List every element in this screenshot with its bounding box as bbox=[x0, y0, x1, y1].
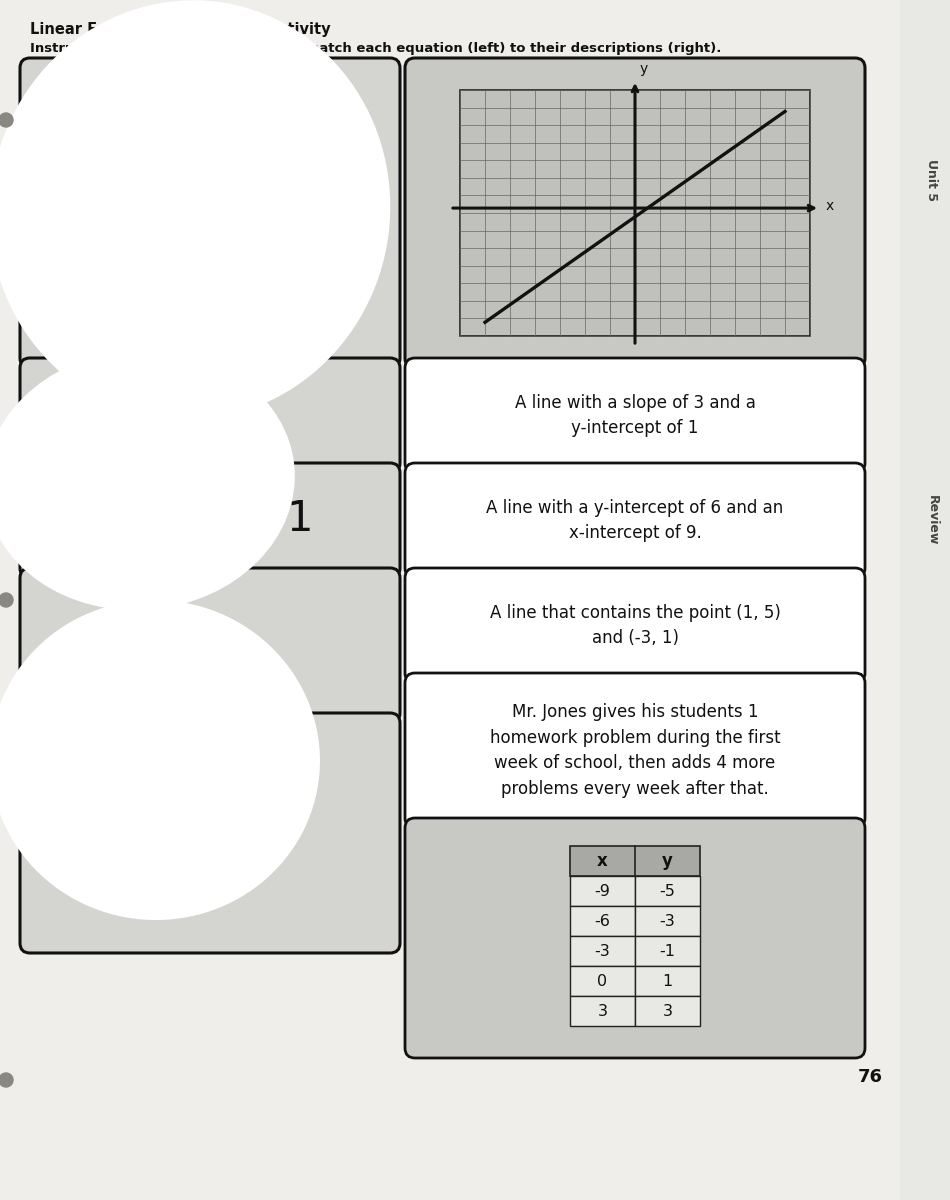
Text: -5: -5 bbox=[659, 883, 675, 899]
Text: Instructions: Cut out each card then match each equation (left) to their descrip: Instructions: Cut out each card then mat… bbox=[30, 42, 721, 55]
Bar bbox=[460, 90, 810, 336]
FancyBboxPatch shape bbox=[405, 673, 865, 828]
Text: -3: -3 bbox=[659, 913, 675, 929]
Bar bbox=[635, 966, 700, 996]
Circle shape bbox=[0, 1073, 13, 1087]
Text: $y = 4x + 1$: $y = 4x + 1$ bbox=[108, 498, 312, 542]
Bar bbox=[635, 996, 700, 1026]
FancyBboxPatch shape bbox=[405, 818, 865, 1058]
Text: 3: 3 bbox=[598, 1003, 607, 1019]
Ellipse shape bbox=[0, 0, 390, 420]
Text: -1: -1 bbox=[659, 943, 675, 959]
Bar bbox=[570, 906, 635, 936]
Text: 76: 76 bbox=[858, 1068, 883, 1086]
Text: Review: Review bbox=[925, 494, 939, 545]
Text: Linear Equations - Matching Activity: Linear Equations - Matching Activity bbox=[30, 22, 331, 37]
Bar bbox=[570, 936, 635, 966]
Text: x: x bbox=[598, 852, 608, 870]
FancyBboxPatch shape bbox=[405, 568, 865, 683]
Text: -3: -3 bbox=[595, 943, 610, 959]
Text: -9: -9 bbox=[595, 883, 611, 899]
Bar bbox=[570, 876, 635, 906]
FancyBboxPatch shape bbox=[20, 58, 400, 368]
FancyBboxPatch shape bbox=[20, 463, 400, 578]
Bar bbox=[570, 996, 635, 1026]
Text: Unit 5: Unit 5 bbox=[925, 158, 939, 200]
Text: y: y bbox=[662, 852, 673, 870]
Text: x: x bbox=[826, 199, 834, 214]
Ellipse shape bbox=[0, 349, 294, 611]
Bar bbox=[635, 876, 700, 906]
Ellipse shape bbox=[0, 600, 320, 920]
FancyBboxPatch shape bbox=[405, 58, 865, 368]
FancyBboxPatch shape bbox=[20, 568, 400, 722]
FancyBboxPatch shape bbox=[20, 713, 400, 953]
FancyBboxPatch shape bbox=[405, 463, 865, 578]
Bar bbox=[635, 906, 700, 936]
Circle shape bbox=[0, 113, 13, 127]
FancyBboxPatch shape bbox=[405, 358, 865, 473]
Bar bbox=[570, 846, 700, 876]
Bar bbox=[570, 966, 635, 996]
Text: A line with a y-intercept of 6 and an
x-intercept of 9.: A line with a y-intercept of 6 and an x-… bbox=[486, 499, 784, 542]
Bar bbox=[635, 936, 700, 966]
Text: -6: -6 bbox=[595, 913, 611, 929]
Text: 3: 3 bbox=[662, 1003, 673, 1019]
Text: Mr. Jones gives his students 1
homework problem during the first
week of school,: Mr. Jones gives his students 1 homework … bbox=[489, 703, 780, 798]
Circle shape bbox=[0, 593, 13, 607]
Text: 1: 1 bbox=[662, 973, 673, 989]
FancyBboxPatch shape bbox=[20, 358, 400, 473]
Text: A line with a slope of 3 and a
y-intercept of 1: A line with a slope of 3 and a y-interce… bbox=[515, 394, 755, 437]
Text: A line that contains the point (1, 5)
and (-3, 1): A line that contains the point (1, 5) an… bbox=[489, 604, 781, 647]
Text: y: y bbox=[640, 62, 648, 76]
Text: 0: 0 bbox=[598, 973, 608, 989]
